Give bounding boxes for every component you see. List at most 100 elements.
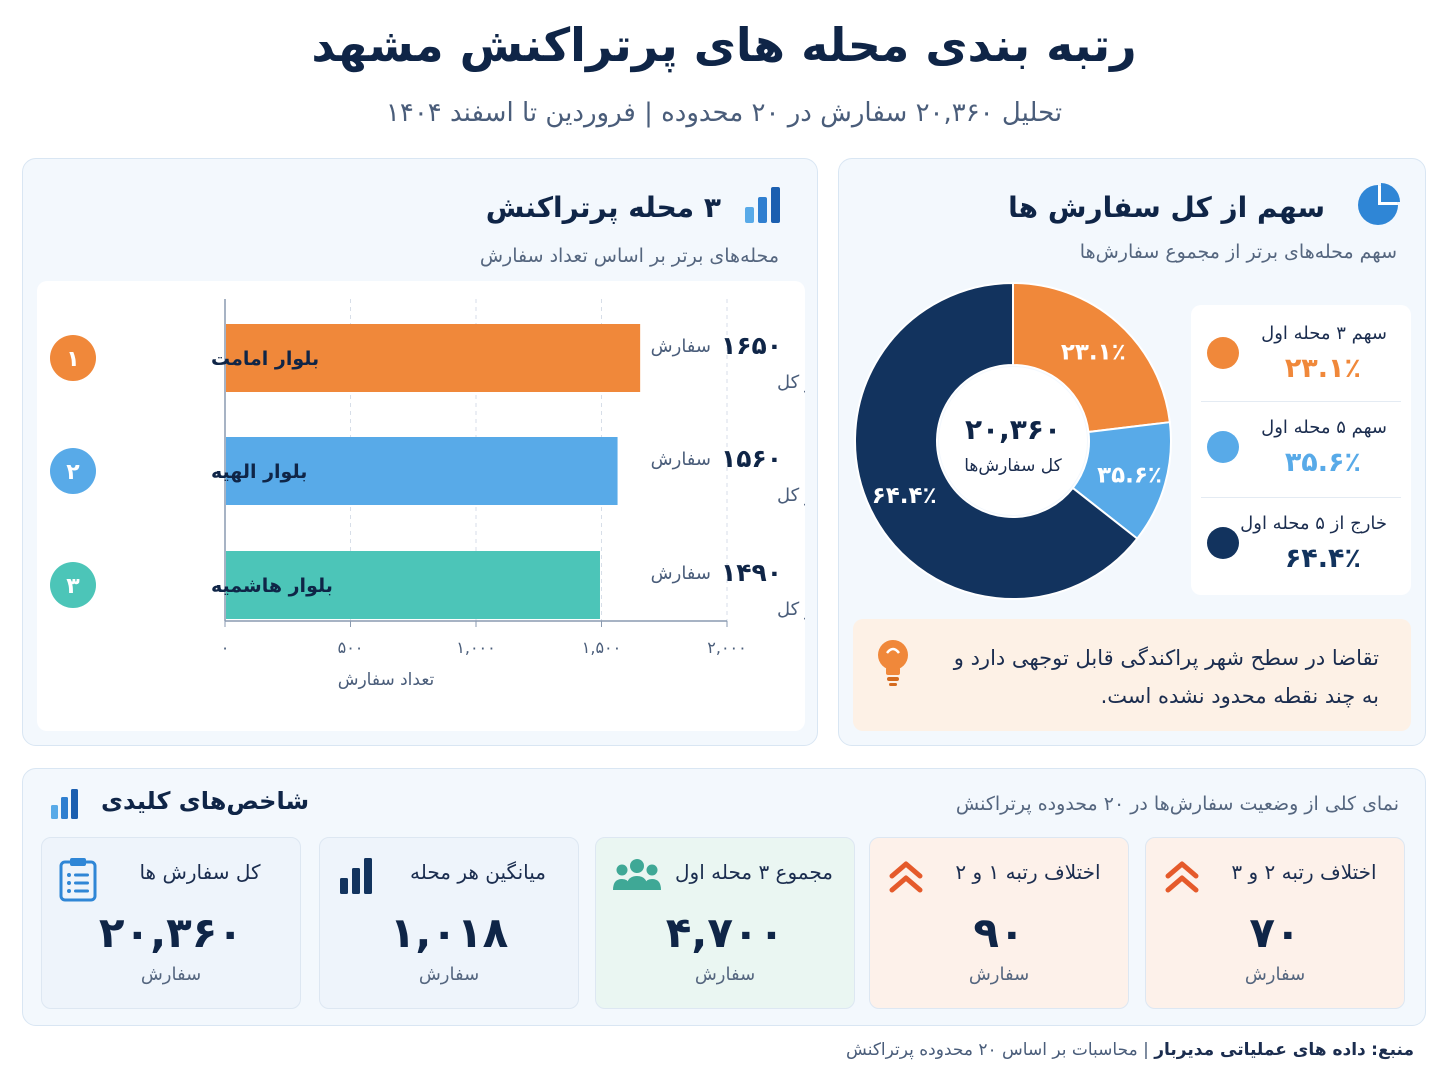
legend-label: خارج از ۵ محله اول	[1240, 513, 1387, 534]
share-legend: سهم ۳ محله اول ۲۳.۱٪ سهم ۵ محله اول ۳۵.۶…	[1191, 305, 1411, 595]
lightbulb-icon	[878, 640, 908, 686]
slice-label: ۶۴.۴٪	[872, 483, 937, 509]
page-title: رتبه بندی محله های پرتراکنش مشهد	[311, 18, 1137, 72]
bar	[226, 551, 600, 619]
kpi-tile: میانگین هر محله ۱,۰۱۸ سفارش	[319, 837, 579, 1009]
bar-share-label: ۷.۷ از کل	[777, 485, 805, 506]
top3-title: ۳ محله پرتراکنش	[485, 191, 721, 224]
rank-number: ۳	[66, 574, 80, 599]
legend-swatch	[1207, 431, 1239, 463]
x-axis-label: تعداد سفارش	[338, 670, 435, 690]
donut-hole	[939, 367, 1087, 515]
category-label: بلوار الهیه	[211, 461, 307, 483]
category-label: بلوار هاشمیه	[211, 575, 333, 597]
kpi-unit: سفارش	[140, 964, 202, 985]
share-title: سهم از کل سفارش ها	[1008, 191, 1325, 224]
legend-label: سهم ۳ محله اول	[1261, 323, 1387, 344]
bar-chart-icon	[745, 187, 780, 223]
rank-badge	[50, 335, 96, 381]
bar-unit-label: سفارش	[651, 449, 711, 470]
top3-subtitle: محله‌های برتر بر اساس تعداد سفارش	[479, 245, 779, 267]
bar-unit-label: سفارش	[651, 336, 711, 357]
bar-value-label: ۱۶۵۰	[721, 331, 782, 360]
bar-chart-icon	[340, 858, 372, 894]
bar	[226, 324, 641, 392]
legend-label: سهم ۵ محله اول	[1261, 417, 1387, 438]
kpi-subtitle: نمای کلی از وضعیت سفارش‌ها در ۲۰ محدوده …	[955, 793, 1399, 815]
kpi-unit: سفارش	[418, 964, 480, 985]
legend-divider	[1201, 497, 1401, 498]
kpi-label: مجموع ۳ محله اول	[675, 860, 833, 884]
kpi-unit: سفارش	[1244, 964, 1306, 985]
bar-chart-panel: ۰ ۵۰۰ ۱,۰۰۰ ۱,۵۰۰ ۲,۰۰۰ تعداد سفارش ۱ بلوار اما…	[37, 281, 805, 731]
double-chevron-up-icon	[1165, 861, 1199, 893]
pie-chart-icon	[1358, 183, 1400, 225]
legend-divider	[1201, 401, 1401, 402]
page-subtitle: تحلیل ۲۰,۳۶۰ سفارش در ۲۰ محدوده | فروردی…	[385, 98, 1063, 128]
kpi-label: اختلاف رتبه ۱ و ۲	[955, 860, 1101, 884]
slice-label: ۲۳.۱٪	[1061, 339, 1126, 365]
footer-note: محاسبات بر اساس ۲۰ محدوده پرتراکنش	[846, 1040, 1138, 1060]
kpi-unit: سفارش	[694, 964, 756, 985]
kpi-value: ۴,۷۰۰	[665, 908, 785, 957]
donut-slice	[854, 281, 1139, 600]
x-tick-label: ۱,۰۰۰	[456, 638, 495, 657]
bar-share-label: ۷.۳ از کل	[777, 599, 805, 620]
kpi-unit: سفارش	[968, 964, 1030, 985]
donut-center-value: ۲۰,۳۶۰	[965, 413, 1061, 446]
donut-slice	[1012, 281, 1171, 434]
legend-item: خارج از ۵ محله اول ۶۴.۴٪	[1201, 499, 1401, 589]
bar-chart: ۰ ۵۰۰ ۱,۰۰۰ ۱,۵۰۰ ۲,۰۰۰ تعداد سفارش ۱ بلوار اما…	[50, 299, 805, 690]
double-chevron-up-icon	[889, 861, 923, 893]
bar-value-label: ۱۵۶۰	[721, 444, 782, 473]
footer-separator: |	[1137, 1040, 1149, 1060]
kpi-label: میانگین هر محله	[410, 860, 546, 884]
top3-card: ۳ محله پرتراکنش محله‌های برتر بر اساس تع…	[22, 158, 818, 746]
kpi-value: ۷۰	[1249, 908, 1301, 957]
bar-share-label: ۸.۱ از کل	[777, 372, 805, 393]
x-tick-label: ۰	[221, 638, 230, 657]
x-tick-label: ۲,۰۰۰	[707, 638, 746, 657]
rank-number: ۲	[66, 460, 80, 485]
legend-value: ۶۴.۴٪	[1284, 543, 1361, 574]
footer-source: داده های عملیاتی مدیربار	[1154, 1040, 1366, 1060]
category-label: بلوار امامت	[211, 348, 319, 370]
rank-number: ۱	[66, 347, 79, 372]
share-subtitle: سهم محله‌های برتر از مجموع سفارش‌ها	[1079, 241, 1397, 263]
kpi-label: کل سفارش ها	[139, 860, 261, 884]
slice-label: ۳۵.۶٪	[1097, 463, 1162, 489]
kpi-tile: مجموع ۳ محله اول ۴,۷۰۰ سفارش	[595, 837, 855, 1009]
kpi-label: اختلاف رتبه ۲ و ۳	[1231, 860, 1377, 884]
legend-value: ۳۵.۶٪	[1284, 447, 1361, 478]
x-tick-label: ۱,۵۰۰	[582, 638, 621, 657]
insight-box: تقاضا در سطح شهر پراکندگی قابل توجهی دار…	[853, 619, 1411, 731]
kpi-card: شاخص‌های کلیدی نمای کلی از وضعیت سفارش‌ه…	[22, 768, 1426, 1026]
kpi-value: ۱,۰۱۸	[389, 908, 509, 957]
rank-badge	[50, 562, 96, 608]
bar	[226, 437, 618, 505]
clipboard-icon	[59, 858, 97, 902]
kpi-value: ۹۰	[973, 908, 1025, 957]
legend-item: سهم ۳ محله اول ۲۳.۱٪	[1201, 309, 1401, 399]
legend-swatch	[1207, 337, 1239, 369]
donut-center-label: کل سفارش‌ها	[964, 456, 1062, 476]
x-tick-label: ۵۰۰	[338, 638, 364, 657]
donut-chart: ۲۳.۱٪ ۳۵.۶٪ ۶۴.۴٪ ۲۰,۳۶۰ کل سفارش‌ها	[854, 281, 1172, 600]
footer-source-label: منبع:	[1371, 1040, 1414, 1060]
insight-text: تقاضا در سطح شهر پراکندگی قابل توجهی دار…	[953, 646, 1379, 708]
kpi-value: ۲۰,۳۶۰	[98, 908, 244, 957]
kpi-tile: اختلاف رتبه ۱ و ۲ ۹۰ سفارش	[869, 837, 1129, 1009]
bar-unit-label: سفارش	[651, 563, 711, 584]
bar-value-label: ۱۴۹۰	[721, 558, 782, 587]
legend-swatch	[1207, 527, 1239, 559]
share-card: سهم از کل سفارش ها سهم محله‌های برتر از …	[838, 158, 1426, 746]
legend-item: سهم ۵ محله اول ۳۵.۶٪	[1201, 403, 1401, 493]
people-icon	[613, 859, 661, 890]
kpi-tile: کل سفارش ها ۲۰,۳۶۰ سفارش	[41, 837, 301, 1009]
legend-value: ۲۳.۱٪	[1284, 353, 1361, 384]
footer: منبع: داده های عملیاتی مدیربار | محاسبات…	[846, 1040, 1414, 1060]
bar-chart-icon	[51, 789, 78, 819]
kpi-tile: اختلاف رتبه ۲ و ۳ ۷۰ سفارش	[1145, 837, 1405, 1009]
kpi-title: شاخص‌های کلیدی	[101, 787, 310, 815]
rank-badge	[50, 448, 96, 494]
